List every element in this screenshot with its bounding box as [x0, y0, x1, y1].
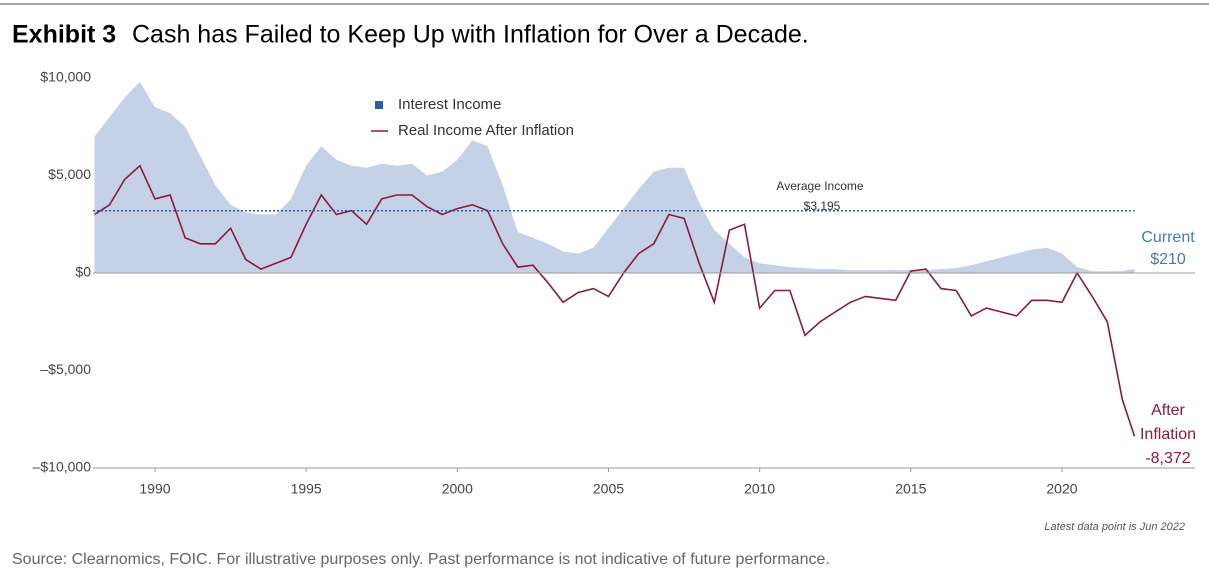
y-tick-label: –$5,000 [40, 361, 91, 377]
x-tick-label: 1995 [291, 481, 322, 497]
current-label: Current [1141, 229, 1195, 246]
y-tick-label: $5,000 [48, 166, 91, 182]
legend-label: Interest Income [398, 96, 501, 113]
after-label: Inflation [1140, 426, 1196, 443]
y-tick-label: –$10,000 [33, 459, 92, 475]
x-tick-label: 2000 [442, 481, 473, 497]
chart-title: Cash has Failed to Keep Up with Inflatio… [132, 21, 809, 49]
x-tick-label: 2005 [593, 481, 624, 497]
title-prefix: Exhibit 3 [12, 21, 116, 49]
real-income-line [94, 164, 1136, 437]
y-tick-label: $10,000 [40, 69, 91, 85]
x-tick-label: 1990 [139, 481, 170, 497]
average-value: $3,195 [804, 199, 841, 213]
average-label: Average Income [776, 179, 863, 193]
source: Source: Clearnomics, FOIC. For illustrat… [12, 551, 830, 568]
legend-swatch [375, 101, 383, 109]
legend-label: Real Income After Inflation [398, 122, 574, 139]
y-tick-label: $0 [75, 264, 91, 280]
note: Latest data point is Jun 2022 [1044, 521, 1185, 533]
current-value: $210 [1150, 251, 1186, 268]
x-tick-label: 2010 [744, 481, 775, 497]
after-label: After [1151, 402, 1185, 419]
x-tick-label: 2020 [1046, 481, 1077, 497]
x-tick-label: 2015 [895, 481, 926, 497]
after-value: -8,372 [1145, 450, 1190, 467]
interest-area [94, 81, 1135, 274]
